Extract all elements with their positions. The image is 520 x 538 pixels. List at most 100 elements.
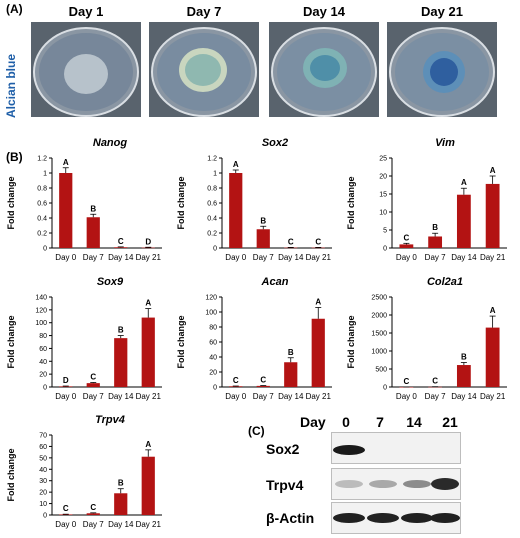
chart5-sig-letter: B [461,353,467,362]
chart0-xtick-label: Day 7 [83,253,104,262]
panel-a-letter: (A) [6,2,23,16]
chart2-xtick-label: Day 14 [451,253,477,262]
chart5-ylabel: Fold change [346,315,356,368]
chart4-ytick-label: 80 [209,325,217,332]
chart0-ytick-label: 0.4 [37,216,47,223]
chart3-bar [114,338,128,387]
chart1-sig-letter: B [260,216,266,225]
chart1-xtick-label: Day 14 [278,253,304,262]
chart6-ytick-label: 60 [39,444,47,451]
chart3-xtick-label: Day 7 [83,392,104,401]
beta-actin-blot [331,502,461,534]
chart3-ytick-label: 0 [43,385,47,392]
vim-chart: Fold change 0 5 10 15 20 25 C Day 0 B Day 7 A Day 14… [346,156,507,262]
chart3-sig-letter: D [63,376,69,385]
chart4-bar [256,385,270,387]
chart3-ytick-label: 100 [35,320,47,327]
chart4-sig-letter: B [288,348,294,357]
chart5-bar [485,327,500,387]
chart1-bar [284,247,298,249]
chart2-ytick-label: 20 [379,174,387,181]
wb-day-21: 21 [442,414,458,430]
chart4-ytick-label: 20 [209,370,217,377]
chart3-xtick-label: Day 0 [55,392,76,401]
panel-c-letter: (C) [248,424,265,438]
chart5-ytick-label: 2000 [371,313,387,320]
chart5-ytick-label: 1500 [371,331,387,338]
chart2-bar [485,183,500,248]
chart6-ylabel: Fold change [6,448,16,501]
wb-row-beta-actin: β-Actin [266,510,315,526]
alcian-photo-day-1 [31,22,141,117]
wb-day-0: 0 [342,414,350,430]
chart2-bar [399,244,414,248]
chart1-ytick-label: 0 [213,246,217,253]
chart5-ytick-label: 1000 [371,349,387,356]
chart4-sig-letter: C [233,376,239,385]
chart0-ytick-label: 1 [43,171,47,178]
chart2-xtick-label: Day 21 [480,253,506,262]
chart3-ylabel: Fold change [6,315,16,368]
chart2-xtick-label: Day 0 [396,253,417,262]
chart4-ytick-label: 100 [205,310,217,317]
chart3-ytick-label: 20 [39,372,47,379]
chart6-sig-letter: A [145,440,151,449]
wb-row-sox2: Sox2 [266,441,300,457]
chart0-bar [141,247,155,249]
wb-day-header: Day [300,414,326,430]
chart4-xtick-label: Day 21 [306,392,332,401]
chart6-ytick-label: 70 [39,433,47,440]
chart5-ytick-label: 500 [375,367,387,374]
chart0-ylabel: Fold change [6,176,16,229]
chart2-ytick-label: 15 [379,192,387,199]
chart1-ytick-label: 1 [213,171,217,178]
chart6-bar [59,514,73,515]
chart1-sig-letter: C [315,237,321,246]
chart3-sig-letter: A [145,299,151,308]
chart1-ytick-label: 0.8 [207,186,217,193]
chart3-bar [86,383,100,387]
acan-title: Acan [261,276,289,288]
chart4-ytick-label: 0 [213,385,217,392]
chart2-ylabel: Fold change [346,176,356,229]
chart4-sig-letter: C [260,376,266,385]
chart4-ytick-label: 40 [209,355,217,362]
sox9-title: Sox9 [96,276,124,288]
col2a1-title: Col2a1 [426,276,464,288]
chart1-bar [229,173,243,248]
chart2-xtick-label: Day 7 [425,253,446,262]
chart6-ytick-label: 20 [39,490,47,497]
nanog-title: Nanog [92,137,128,149]
chart4-ytick-label: 120 [205,295,217,302]
trpv4-title: Trpv4 [95,414,125,426]
chart2-bar [456,194,471,248]
chart0-ytick-label: 0.6 [37,201,47,208]
chart5-ytick-label: 0 [383,385,387,392]
chart1-ytick-label: 0.2 [207,231,217,238]
chart0-sig-letter: A [63,158,69,167]
sox9-chart: Fold change 0 20 40 60 80 100 120 140 D Day 0 C Day … [6,295,162,401]
chart6-xtick-label: Day 21 [136,520,162,529]
chart5-sig-letter: C [432,377,438,386]
day-14-heading: Day 14 [303,4,345,19]
chart4-ylabel: Fold change [176,315,186,368]
chart5-ytick-label: 2500 [371,295,387,302]
chart3-ytick-label: 140 [35,295,47,302]
acan-chart: Fold change 0 20 40 60 80 100 120 C Day 0 C Day 7 B D… [176,295,332,401]
day-21-heading: Day 21 [421,4,463,19]
sox2-title: Sox2 [261,137,289,149]
chart0-bar [86,217,100,248]
chart5-xtick-label: Day 21 [480,392,506,401]
chart3-sig-letter: B [118,326,124,335]
chart0-sig-letter: B [90,204,96,213]
wb-row-trpv4: Trpv4 [266,477,304,493]
chart4-xtick-label: Day 0 [225,392,246,401]
alcian-photo-day-21 [387,22,497,117]
chart5-sig-letter: A [490,306,496,315]
chart2-ytick-label: 0 [383,246,387,253]
vim-title: Vim [435,137,455,149]
chart0-bar [59,173,73,248]
chart1-sig-letter: A [233,160,239,169]
wb-day-14: 14 [406,414,422,430]
chart1-bar [311,247,325,249]
